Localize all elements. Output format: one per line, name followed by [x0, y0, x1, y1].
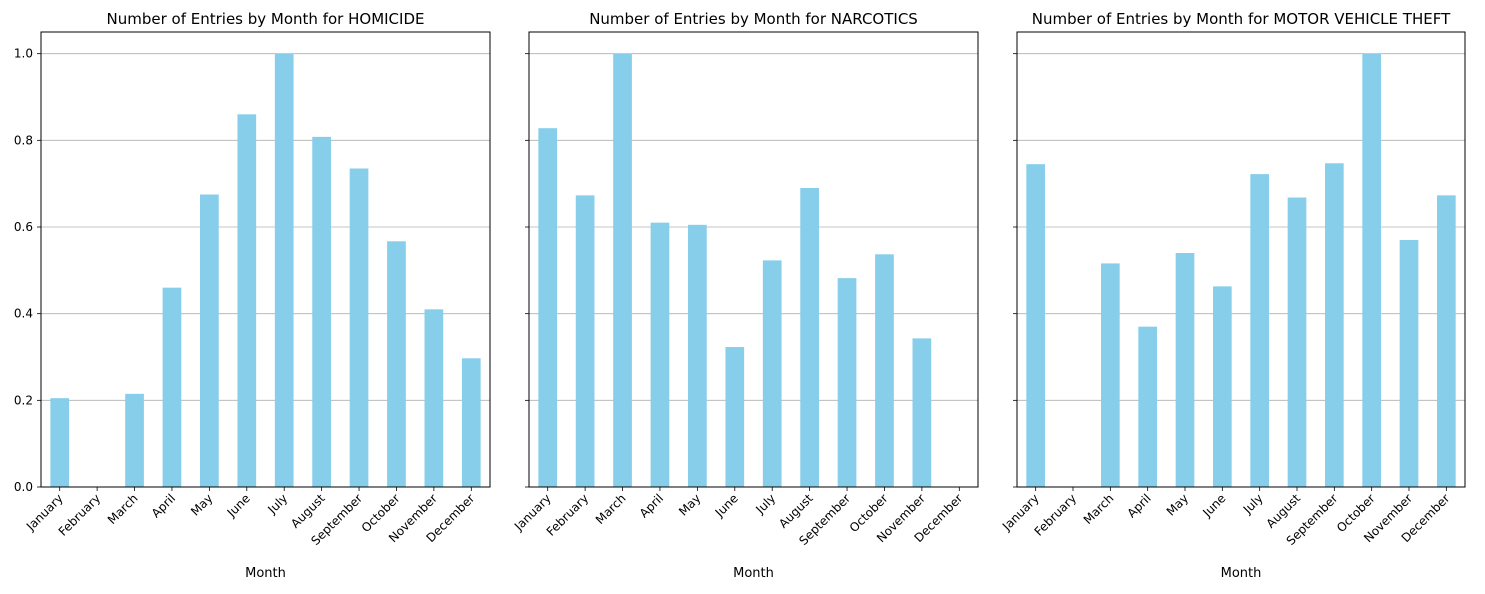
plot-frame	[528, 31, 979, 488]
x-tick-label: May	[188, 491, 215, 518]
y-tick-label: 0.4	[14, 307, 33, 321]
x-axis-label: Month	[245, 566, 286, 581]
bar-november	[1399, 240, 1419, 487]
bar-april	[162, 287, 182, 487]
bar-december	[461, 358, 481, 487]
x-tick-label: July	[1240, 491, 1266, 517]
y-tick-label: 0.2	[14, 393, 33, 407]
y-tick-label: 0.8	[14, 133, 33, 147]
x-tick-label: March	[593, 491, 629, 527]
bar-august	[1287, 197, 1307, 488]
bar-may	[200, 194, 219, 487]
bar-july	[274, 53, 294, 488]
bar-october	[875, 254, 894, 487]
x-tick-label: April	[637, 491, 666, 520]
x-tick-label: June	[712, 491, 741, 520]
bar-november	[424, 309, 444, 487]
x-tick-label: June	[1199, 491, 1228, 520]
y-tick-label: 1.0	[14, 47, 33, 61]
y-tick-label: 0.0	[14, 480, 33, 494]
chart-title: Number of Entries by Month for HOMICIDE	[107, 10, 425, 28]
bar-may	[688, 224, 707, 488]
plot-frame	[40, 31, 491, 488]
bar-march	[125, 393, 144, 487]
bar-november	[912, 338, 932, 487]
bar-october	[1362, 53, 1381, 488]
bar-september	[349, 168, 369, 487]
bar-september	[837, 278, 857, 487]
chart-title: Number of Entries by Month for NARCOTICS	[589, 10, 918, 28]
x-tick-label: July	[752, 491, 778, 517]
bar-april	[1138, 326, 1157, 487]
bar-june	[725, 347, 745, 487]
bar-june	[237, 114, 257, 487]
chart-title: Number of Entries by Month for MOTOR VEH…	[1032, 10, 1451, 28]
x-axis-label: Month	[1221, 566, 1262, 581]
bar-january	[538, 128, 558, 487]
bar-august	[800, 188, 819, 487]
bar-january	[1026, 164, 1045, 487]
x-tick-label: April	[1124, 491, 1153, 520]
bar-august	[312, 136, 331, 487]
x-tick-label: May	[1164, 491, 1191, 518]
x-tick-label: April	[149, 491, 178, 520]
x-tick-label: July	[264, 491, 290, 517]
bar-may	[1175, 253, 1195, 487]
bar-july	[1250, 174, 1269, 487]
plot-frame	[1016, 31, 1466, 488]
bar-july	[762, 260, 782, 487]
x-tick-label: June	[224, 491, 253, 520]
bar-october	[387, 241, 406, 487]
y-tick-label: 0.6	[14, 220, 33, 234]
bar-april	[650, 222, 670, 487]
x-tick-label: May	[676, 491, 703, 518]
bar-september	[1325, 163, 1344, 488]
bar-march	[613, 53, 632, 488]
x-axis-label: Month	[733, 566, 774, 581]
x-tick-label: March	[1081, 491, 1117, 527]
x-tick-label: March	[105, 491, 141, 527]
bar-june	[1213, 286, 1232, 487]
bar-march	[1101, 263, 1120, 487]
bar-december	[1437, 195, 1456, 487]
bar-january	[50, 398, 70, 487]
bar-february	[575, 195, 595, 487]
